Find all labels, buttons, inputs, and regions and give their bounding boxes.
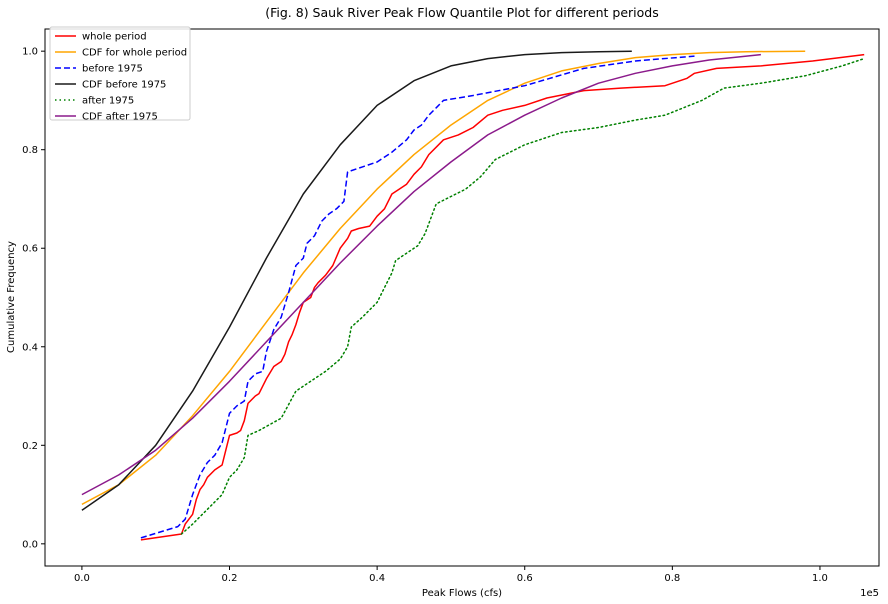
series-line-4: [180, 57, 865, 535]
legend-label: whole period: [82, 32, 147, 43]
plot-frame: [44, 28, 880, 567]
legend-box: [49, 26, 191, 121]
x-tick-label: 0.8: [664, 573, 680, 584]
y-axis: 0.0 0.2 0.4 0.6 0.8 1.0: [22, 47, 45, 550]
x-tick-label: 0.6: [517, 573, 533, 584]
series-line-5: [81, 53, 761, 496]
y-tick-label: 0.0: [22, 539, 38, 550]
y-tick-label: 0.6: [22, 244, 38, 255]
x-offset-label: 1e5: [860, 588, 879, 599]
legend-label: CDF before 1975: [82, 80, 166, 91]
chart-title: (Fig. 8) Sauk River Peak Flow Quantile P…: [265, 5, 659, 20]
x-axis-label: Peak Flows (cfs): [422, 588, 502, 599]
legend-label: after 1975: [82, 96, 134, 107]
y-tick-label: 0.4: [22, 342, 38, 353]
x-axis: 0.0 0.2 0.4 0.6 0.8 1.0: [74, 566, 828, 584]
legend: whole period CDF for whole period before 1…: [49, 26, 191, 123]
legend-label: CDF after 1975: [82, 112, 158, 123]
y-tick-label: 1.0: [22, 47, 38, 58]
series-layer: [81, 50, 865, 541]
series-line-0: [140, 53, 865, 541]
y-tick-label: 0.8: [22, 145, 38, 156]
x-tick-label: 0.0: [74, 573, 90, 584]
x-tick-label: 0.4: [369, 573, 385, 584]
x-tick-label: 1.0: [812, 573, 828, 584]
legend-label: CDF for whole period: [82, 48, 187, 59]
legend-label: before 1975: [82, 64, 143, 75]
series-line-2: [140, 55, 695, 539]
series-line-3: [81, 50, 632, 511]
y-tick-label: 0.2: [22, 441, 38, 452]
series-line-1: [81, 50, 806, 506]
x-tick-label: 0.2: [222, 573, 238, 584]
y-axis-label: Cumulative Frequency: [6, 241, 17, 353]
